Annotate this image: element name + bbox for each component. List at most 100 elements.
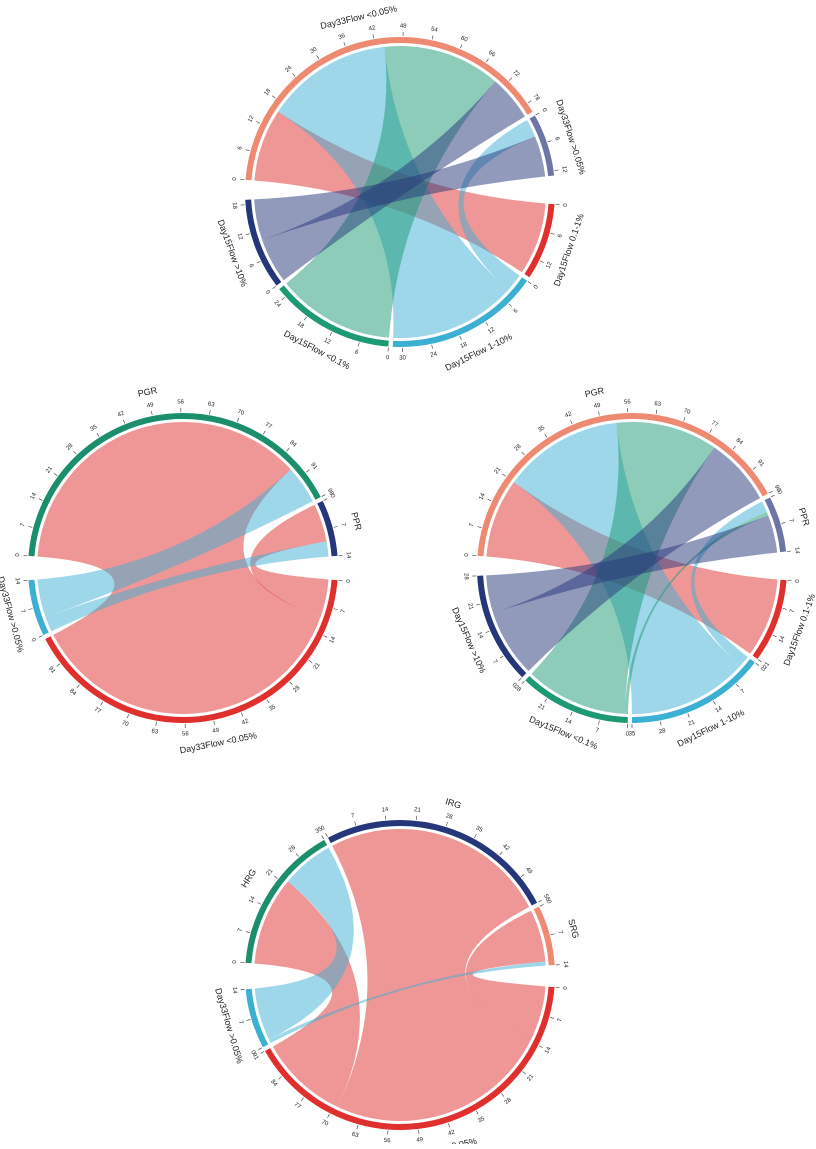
tick-label: 84 [288,440,297,449]
tick-label: 6 [354,349,359,356]
tick-mark [523,1072,526,1074]
tick-label: 28 [65,442,74,451]
tick-label: 12 [247,114,256,123]
tick-label: 14 [345,551,352,559]
tick-label: 7 [557,930,564,935]
tick-mark [127,714,128,718]
sector-label: Day33Flow >0.05% [213,987,245,1065]
tick-mark [54,473,57,475]
tick-label: 56 [182,732,189,738]
tick-mark [246,932,250,933]
tick-label: 54 [430,27,438,34]
tick-label: 35 [537,425,546,434]
tick-label: 49 [593,402,601,409]
tick-label: 24 [284,65,293,74]
tick-mark [736,684,739,687]
tick-label: 42 [501,843,510,852]
tick-mark [769,491,773,493]
tick-mark [476,604,480,605]
tick-mark [538,900,542,902]
tick-label: 14 [248,895,257,904]
tick-label: 12 [560,166,567,174]
tick-label: 7 [469,522,476,527]
tick-label: 28 [462,573,468,581]
tick-label: 48 [400,24,407,30]
tick-label: 77 [293,1102,302,1111]
tick-mark [486,59,488,62]
tick-mark [501,1094,504,1097]
tick-mark [156,722,157,726]
tick-label: 14 [476,631,484,640]
tick-mark [448,1123,449,1127]
tick-label: 14 [564,718,573,726]
tick-label: 35 [629,732,636,738]
tick-mark [324,499,328,501]
tick-mark [598,721,599,725]
tick-label: 21 [687,719,696,727]
tick-label: 12 [487,326,496,335]
tick-label: 14 [544,1046,553,1055]
tick-label: 30 [399,355,406,361]
tick-label: 21 [526,1073,535,1082]
tick-label: 35 [475,825,484,834]
tick-label: 21 [494,466,503,475]
tick-label: 6 [553,136,560,142]
tick-mark [267,699,269,702]
tick-label: 18 [231,202,238,210]
tick-label: 49 [146,402,154,409]
tick-mark [214,721,215,725]
tick-mark [151,411,152,415]
tick-mark [571,420,573,424]
tick-label: 7 [787,518,794,524]
tick-mark [246,234,250,235]
tick-label: 0 [464,552,470,556]
tick-label: 21 [266,868,275,877]
tick-mark [528,281,531,283]
tick-mark [272,96,275,98]
tick-label: 70 [320,1119,329,1128]
tick-mark [358,343,359,347]
tick-mark [783,608,787,609]
tick-label: 7 [237,1020,244,1026]
tick-mark [258,1048,262,1050]
tick-mark [656,410,657,414]
tick-label: 28 [504,1097,513,1106]
tick-mark [509,78,512,81]
tick-mark [322,835,324,838]
tick-mark [74,451,77,454]
tick-mark [536,113,539,115]
tick-label: 6 [237,145,244,150]
tick-label: 7 [491,659,498,666]
tick-label: 49 [212,728,220,735]
tick-label: 7 [790,608,797,613]
tick-mark [660,721,661,725]
tick-label: 0 [232,959,238,963]
tick-mark [733,446,736,449]
tick-mark [545,699,547,702]
sector-label: Day33Flow <0.05% [319,3,397,31]
tick-label: 0 [563,203,569,207]
tick-mark [500,656,503,658]
tick-label: 42 [564,411,573,419]
tick-mark [279,1077,282,1080]
tick-label: 35 [477,1116,486,1125]
tick-mark [486,631,490,633]
chord-link [332,829,532,1121]
tick-label: 21 [537,703,546,712]
tick-mark [274,876,277,878]
links [37,422,328,714]
tick-mark [57,664,60,666]
tick-label: 21 [466,603,474,612]
tick-mark [29,609,33,610]
sector-label: Day15Flow 1-10% [676,707,746,748]
tick-label: 49 [524,866,533,875]
tick-label: 49 [416,1137,424,1144]
tick-mark [477,527,481,528]
tick-mark [290,682,293,685]
tick-mark [539,1046,543,1048]
tick-label: 6 [247,263,254,269]
tick-mark [528,101,531,103]
